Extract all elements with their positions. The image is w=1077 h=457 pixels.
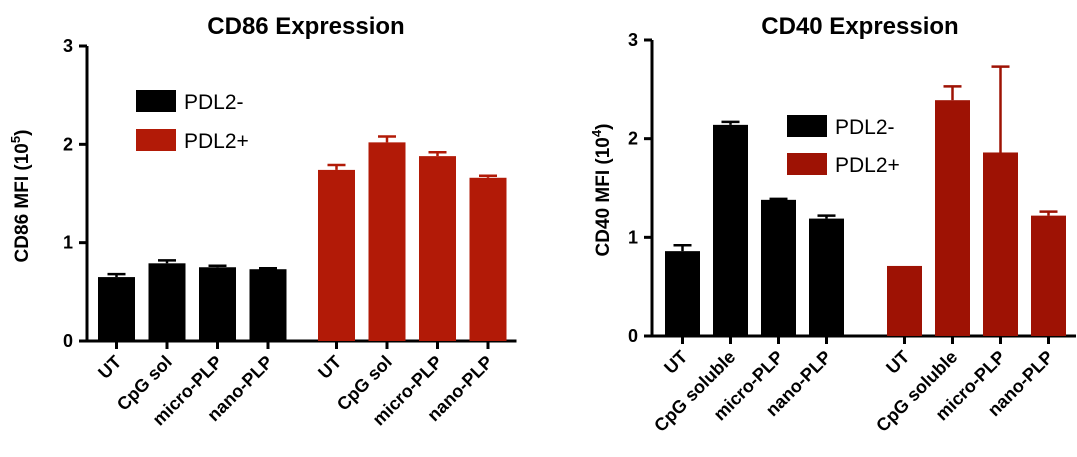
- bar-PDL2--UT: [98, 277, 135, 341]
- chart-title: CD40 Expression: [761, 13, 958, 40]
- legend-swatch: [136, 129, 176, 151]
- bar-PDL2+-nano-PLP: [1031, 215, 1066, 336]
- bar-PDL2+-CpG sol: [368, 142, 406, 341]
- bar-PDL2+-nano-PLP: [469, 177, 507, 341]
- bar-PDL2--micro-PLP: [199, 267, 236, 341]
- bar-PDL2+-micro-PLP: [983, 152, 1018, 336]
- y-axis-label: CD86 MFI (105): [8, 130, 33, 263]
- y-tick-label: 1: [628, 227, 638, 247]
- bar-PDL2--nano-PLP: [249, 269, 287, 341]
- bar-PDL2+-UT: [887, 265, 922, 336]
- y-tick-label: 1: [63, 233, 73, 253]
- y-tick-label: 0: [63, 331, 73, 351]
- chart-title: CD86 Expression: [207, 13, 404, 40]
- legend-label: PDL2+: [184, 130, 249, 153]
- bar-PDL2+-UT: [318, 169, 355, 341]
- bar-PDL2--CpG soluble: [713, 124, 748, 336]
- bar-PDL2+-CpG soluble: [935, 100, 970, 336]
- bar-PDL2--micro-PLP: [761, 199, 796, 336]
- x-tick-label: UT: [94, 352, 125, 383]
- y-tick-label: 2: [628, 129, 638, 149]
- legend-swatch: [136, 90, 176, 112]
- x-tick-label: UT: [314, 352, 345, 383]
- chart-cd86: CD86 Expression CD86 MFI (105) 0123UTCpG…: [8, 13, 517, 429]
- legend-label: PDL2+: [835, 154, 900, 177]
- bar-PDL2+-micro-PLP: [419, 156, 456, 341]
- x-tick-label: UT: [660, 347, 691, 378]
- bar-PDL2--CpG sol: [148, 263, 186, 341]
- y-tick-label: 3: [63, 36, 73, 56]
- legend-label: PDL2-: [184, 91, 244, 114]
- y-axis-label: CD40 MFI (104): [589, 124, 614, 257]
- legend-swatch: [787, 115, 827, 137]
- bar-PDL2--UT: [665, 251, 700, 336]
- y-tick-label: 2: [63, 134, 73, 154]
- legend-label: PDL2-: [835, 116, 895, 139]
- y-tick-label: 0: [628, 326, 638, 346]
- x-tick-label: UT: [882, 347, 913, 378]
- bar-PDL2--nano-PLP: [809, 218, 844, 336]
- legend-swatch: [787, 153, 827, 175]
- chart-cd40: CD40 Expression CD40 MFI (104) 0123UTCpG…: [589, 13, 1076, 436]
- y-tick-label: 3: [628, 30, 638, 50]
